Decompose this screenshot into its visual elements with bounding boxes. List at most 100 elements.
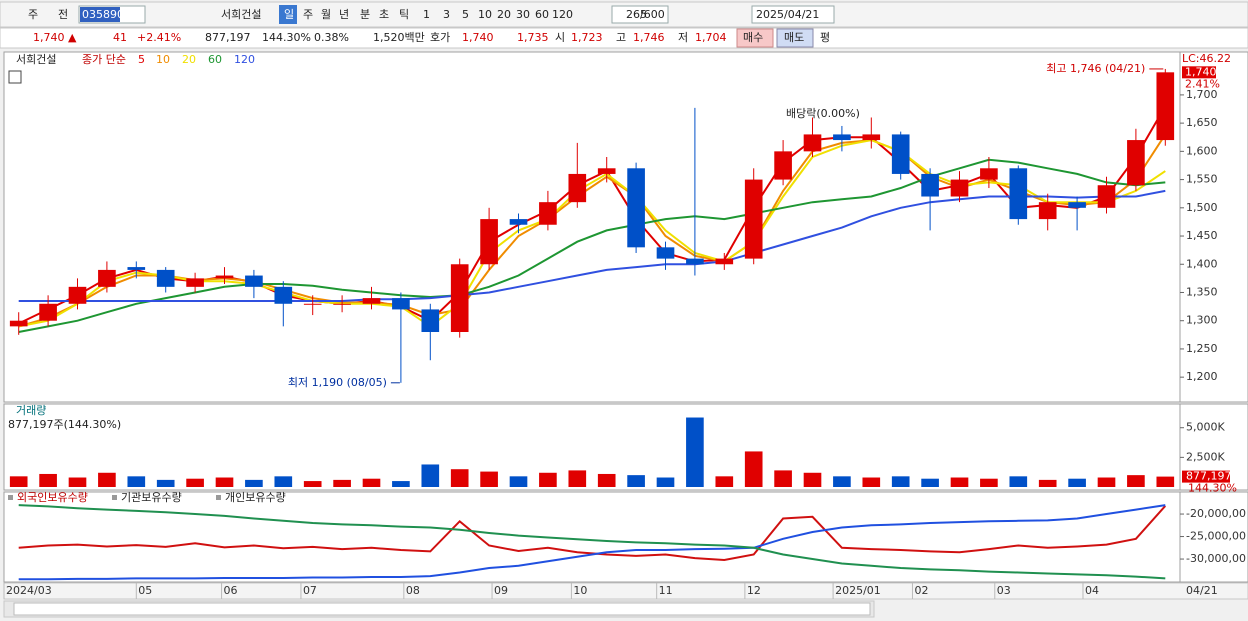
legend-item: 외국인보유수량 [17, 491, 88, 504]
info-item: 1,746 [633, 31, 665, 44]
price-panel [3, 51, 1181, 403]
candle-body [480, 219, 498, 265]
volume-bar [362, 478, 381, 487]
candle-body [9, 320, 28, 327]
legend-swatch [216, 495, 221, 500]
candle-body [627, 168, 645, 248]
toolbar-item: 10 [478, 8, 492, 21]
candle-body [862, 134, 881, 141]
info-item: 144.30% [262, 31, 311, 44]
investor-panel [3, 491, 1181, 583]
y-tick-label: 1,450 [1186, 229, 1218, 242]
volume-bar [1127, 475, 1145, 487]
info-item: 평 [820, 31, 830, 44]
x-tick-label: 06 [224, 584, 238, 597]
candle-body [274, 286, 293, 304]
candle-body [744, 179, 763, 259]
candle-body [656, 247, 675, 259]
candle-body [245, 275, 263, 287]
candle-body [803, 134, 822, 152]
y-tick-label: 1,650 [1186, 116, 1218, 129]
candle-body [421, 309, 440, 332]
panel-subtitle: 877,197주(144.30%) [8, 418, 121, 431]
candle-body [1038, 202, 1057, 220]
volume-bar [156, 479, 175, 487]
candle-body [1156, 72, 1175, 141]
volume-bar [98, 472, 116, 487]
candle-body [156, 269, 175, 287]
candle-body [333, 303, 351, 305]
toolbar-item: 035890 [82, 8, 124, 21]
candle-body [539, 202, 557, 225]
volume-bar [127, 476, 146, 487]
info-item: 1,704 [695, 31, 727, 44]
info-bg [0, 27, 1248, 49]
y-tick-label: 1,400 [1186, 257, 1218, 270]
x-tick-label: 04 [1085, 584, 1099, 597]
scroll-thumb[interactable] [13, 602, 871, 616]
candle-body [921, 173, 939, 197]
legend-item: 10 [156, 53, 170, 66]
legend-item: 기관보유수량 [121, 491, 182, 504]
toolbar-item: 20 [497, 8, 511, 21]
note: 배당락(0.00%) [786, 107, 860, 120]
legend-item: 20 [182, 53, 196, 66]
series-line [18, 504, 1166, 581]
volume-bar [303, 481, 322, 487]
investor-axis-bg [1179, 491, 1248, 583]
candle-body [833, 134, 851, 141]
toolbar-item: 5 [462, 8, 469, 21]
sell-button[interactable] [776, 28, 814, 48]
volume-bar [274, 476, 293, 487]
candle-body [980, 168, 998, 180]
volume-bar [1156, 476, 1175, 487]
series-line [18, 189, 1166, 302]
candle-body [127, 267, 146, 270]
y-tick-label: 1,200 [1186, 370, 1218, 383]
volume-bar [186, 478, 204, 487]
candle-body [303, 303, 322, 305]
x-tick-label: 08 [406, 584, 420, 597]
y-tick-label: 1,500 [1186, 201, 1218, 214]
toolbar-item: /600 [640, 8, 665, 21]
candle-body [392, 298, 410, 310]
series-line [18, 504, 1166, 580]
info-item: 1,520백만 [373, 31, 425, 44]
x-tick-label: 12 [747, 584, 761, 597]
x-tick-label: 07 [303, 584, 317, 597]
candle-body [215, 275, 234, 279]
change-label: 2.41% [1185, 77, 1220, 90]
buy-button[interactable] [736, 28, 774, 48]
volume-bar [9, 476, 28, 487]
series-line [18, 139, 1166, 328]
y-tick-label: -20,000,00 [1186, 507, 1246, 520]
y-tick-label: 1,700 [1186, 88, 1218, 101]
volume-bar [656, 477, 675, 487]
day-button[interactable] [279, 5, 297, 24]
candle-body [362, 298, 381, 304]
candle-body [774, 151, 792, 180]
x-tick-label: 05 [138, 584, 152, 597]
date-box[interactable] [751, 5, 835, 24]
info-item: 고 [616, 31, 626, 44]
info-item: 호가 [430, 31, 450, 44]
info-item: 시 [555, 31, 565, 44]
y-tick-label: 1,350 [1186, 285, 1218, 298]
candle-body [39, 303, 57, 321]
candle-body [1009, 168, 1028, 220]
info-item: 매도 [784, 31, 804, 44]
volume-bar [715, 476, 734, 487]
last-date: 04/21 [1186, 584, 1218, 597]
candle-body [68, 286, 87, 304]
legend-item: 60 [208, 53, 222, 66]
y-tick-label: 1,250 [1186, 342, 1218, 355]
count-box[interactable] [611, 5, 669, 24]
table-icon[interactable] [8, 70, 22, 84]
info-item: 1,740 [462, 31, 494, 44]
volume-bar [245, 479, 263, 487]
legend-item: 개인보유수량 [225, 491, 286, 504]
y-tick-label: -25,000,00 [1186, 530, 1246, 543]
toolbar-item: 일 [284, 7, 294, 21]
volume-bar [392, 481, 410, 487]
